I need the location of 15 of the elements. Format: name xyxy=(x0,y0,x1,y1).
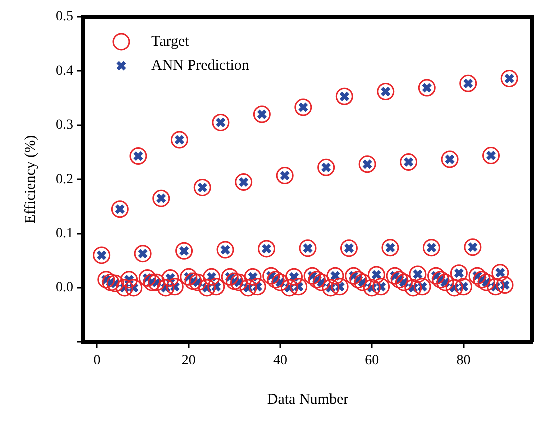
y-tick-label: 0.4 xyxy=(56,64,74,79)
y-axis-title: Efficiency (%) xyxy=(22,135,39,224)
x-tick-label: 80 xyxy=(456,353,471,368)
legend-label: Target xyxy=(152,34,190,50)
y-tick-label: 0.0 xyxy=(56,280,74,296)
y-tick-label: 0.5 xyxy=(56,10,74,25)
y-tick-label: 0.2 xyxy=(56,172,74,188)
y-tick-label: 0.1 xyxy=(56,226,74,242)
x-tick-label: 40 xyxy=(274,353,288,368)
x-tick-label: 0 xyxy=(94,353,101,368)
x-axis-title: Data Number xyxy=(267,392,349,408)
legend-label: ANN Prediction xyxy=(152,58,250,74)
y-tick-label: 0.3 xyxy=(56,118,74,134)
x-tick-label: 20 xyxy=(182,353,196,368)
x-tick-label: 60 xyxy=(365,353,380,368)
